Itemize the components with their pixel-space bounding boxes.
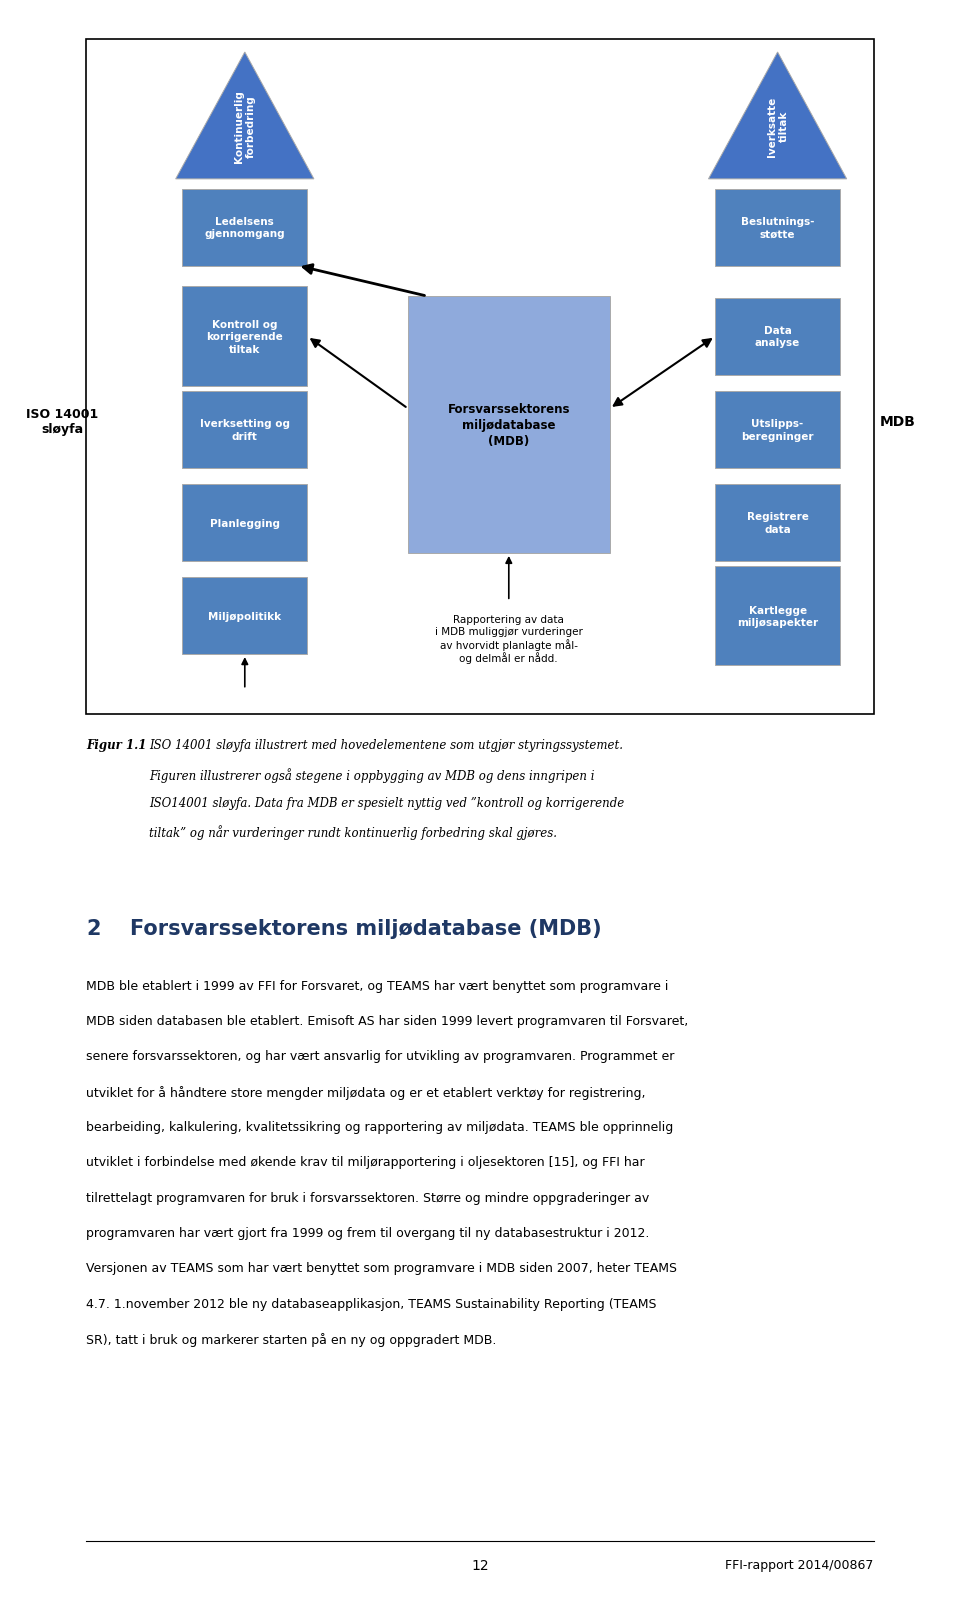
Text: bearbeiding, kalkulering, kvalitetssikring og rapportering av miljødata. TEAMS b: bearbeiding, kalkulering, kvalitetssikri… [86, 1120, 674, 1133]
Text: Figur 1.1: Figur 1.1 [86, 738, 147, 751]
FancyBboxPatch shape [182, 392, 307, 469]
Text: Iverksetting og
drift: Iverksetting og drift [200, 419, 290, 441]
Text: 12: 12 [471, 1558, 489, 1571]
Polygon shape [708, 53, 847, 180]
Text: Beslutnings-
støtte: Beslutnings- støtte [741, 217, 814, 239]
Text: ISO14001 sløyfa. Data fra MDB er spesielt nyttig ved ”kontroll og korrigerende: ISO14001 sløyfa. Data fra MDB er spesiel… [149, 796, 624, 809]
FancyBboxPatch shape [715, 485, 840, 562]
FancyBboxPatch shape [408, 297, 610, 554]
Text: Ledelsens
gjennomgang: Ledelsens gjennomgang [204, 217, 285, 239]
Text: Registrere
data: Registrere data [747, 512, 808, 534]
Text: ISO 14001 sløyfa illustrert med hovedelementene som utgjør styringssystemet.: ISO 14001 sløyfa illustrert med hovedele… [149, 738, 623, 751]
FancyBboxPatch shape [715, 567, 840, 666]
Text: 2: 2 [86, 918, 101, 937]
Text: Kontroll og
korrigerende
tiltak: Kontroll og korrigerende tiltak [206, 319, 283, 355]
Text: SR), tatt i bruk og markerer starten på en ny og oppgradert MDB.: SR), tatt i bruk og markerer starten på … [86, 1332, 496, 1347]
FancyBboxPatch shape [715, 189, 840, 266]
Text: utviklet i forbindelse med økende krav til miljørapportering i oljesektoren [15]: utviklet i forbindelse med økende krav t… [86, 1156, 645, 1168]
Text: Versjonen av TEAMS som har vært benyttet som programvare i MDB siden 2007, heter: Versjonen av TEAMS som har vært benyttet… [86, 1262, 678, 1274]
FancyBboxPatch shape [715, 299, 840, 376]
Text: senere forsvarssektoren, og har vært ansvarlig for utvikling av programvaren. Pr: senere forsvarssektoren, og har vært ans… [86, 1050, 675, 1063]
Text: Miljøpolitikk: Miljøpolitikk [208, 612, 281, 621]
Text: Data
analyse: Data analyse [755, 326, 801, 348]
FancyBboxPatch shape [715, 392, 840, 469]
Text: Planlegging: Planlegging [210, 518, 279, 528]
FancyBboxPatch shape [182, 189, 307, 266]
Text: tiltak” og når vurderinger rundt kontinuerlig forbedring skal gjøres.: tiltak” og når vurderinger rundt kontinu… [149, 825, 557, 839]
Text: Utslipps-
beregninger: Utslipps- beregninger [741, 419, 814, 441]
Text: Rapportering av data
i MDB muliggjør vurderinger
av hvorvidt planlagte mål-
og d: Rapportering av data i MDB muliggjør vur… [435, 615, 583, 664]
Text: ISO 14001
sløyfa: ISO 14001 sløyfa [26, 408, 99, 437]
Text: MDB: MDB [879, 416, 916, 429]
Text: Forsvarssektorens miljødatabase (MDB): Forsvarssektorens miljødatabase (MDB) [130, 918, 601, 937]
FancyBboxPatch shape [86, 40, 874, 714]
Text: MDB ble etablert i 1999 av FFI for Forsvaret, og TEAMS har vært benyttet som pro: MDB ble etablert i 1999 av FFI for Forsv… [86, 979, 669, 992]
FancyBboxPatch shape [182, 485, 307, 562]
Text: Kartlegge
miljøsapekter: Kartlegge miljøsapekter [737, 605, 818, 628]
Text: FFI-rapport 2014/00867: FFI-rapport 2014/00867 [725, 1558, 874, 1571]
Text: tilrettelagt programvaren for bruk i forsvarssektoren. Større og mindre oppgrade: tilrettelagt programvaren for bruk i for… [86, 1191, 650, 1204]
FancyBboxPatch shape [182, 578, 307, 655]
Text: Iverksatte
tiltak: Iverksatte tiltak [767, 96, 788, 157]
Text: utviklet for å håndtere store mengder miljødata og er et etablert verktøy for re: utviklet for å håndtere store mengder mi… [86, 1085, 646, 1099]
Text: Kontinuerlig
forbedring: Kontinuerlig forbedring [234, 90, 255, 164]
Polygon shape [176, 53, 314, 180]
Text: programvaren har vært gjort fra 1999 og frem til overgang til ny databasestruktu: programvaren har vært gjort fra 1999 og … [86, 1226, 650, 1239]
Text: 4.7. 1.november 2012 ble ny databaseapplikasjon, TEAMS Sustainability Reporting : 4.7. 1.november 2012 ble ny databaseappl… [86, 1297, 657, 1310]
Text: Forsvarssektorens
miljødatabase
(MDB): Forsvarssektorens miljødatabase (MDB) [447, 403, 570, 448]
Text: Figuren illustrerer også stegene i oppbygging av MDB og dens inngripen i: Figuren illustrerer også stegene i oppby… [149, 767, 594, 782]
Text: MDB siden databasen ble etablert. Emisoft AS har siden 1999 levert programvaren : MDB siden databasen ble etablert. Emisof… [86, 1014, 688, 1027]
FancyBboxPatch shape [182, 287, 307, 387]
